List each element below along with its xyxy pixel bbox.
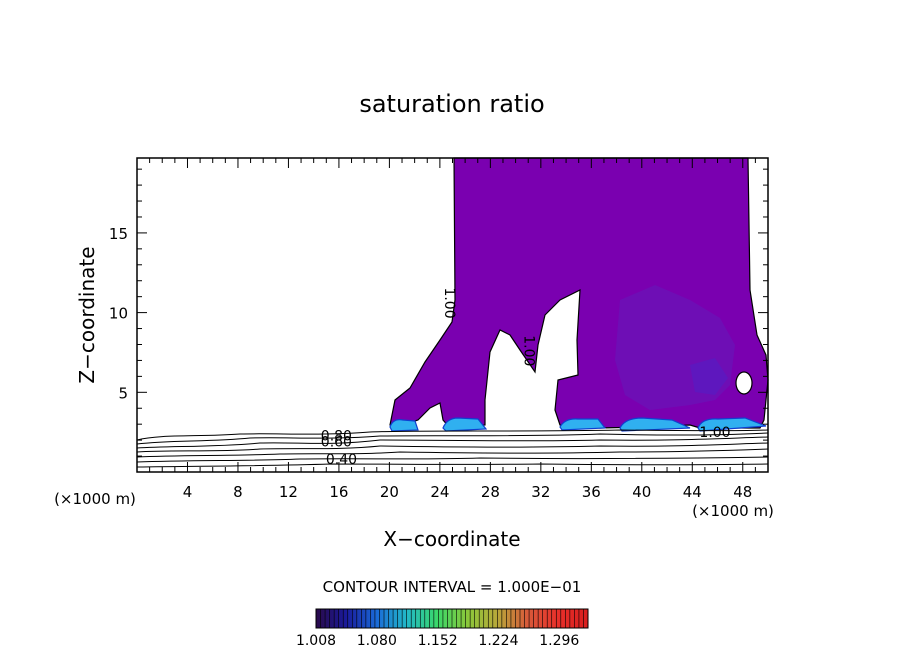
y-axis-label: Z−coordinate: [75, 246, 99, 383]
colorbar-label: 1.008: [296, 633, 336, 649]
y-tick-label: 10: [109, 305, 128, 323]
contour-label: 0.80: [321, 428, 352, 444]
x-tick-label: 36: [582, 483, 601, 501]
contour-label: 1.00: [441, 287, 457, 318]
contour-label: 0.60: [321, 435, 352, 451]
x-tick-label: 16: [329, 483, 348, 501]
contour-interval: CONTOUR INTERVAL = 1.000E−01: [323, 578, 582, 596]
unsaturated-hole: [735, 371, 753, 395]
x-axis: 4 8 12 16 20 24 28 32 36 40 44 48: [149, 158, 756, 501]
y-axis: 5 10 15: [109, 168, 768, 457]
colorbar-label: 1.080: [357, 633, 397, 649]
colorbar-label: 1.224: [478, 633, 518, 649]
surface-contours: [136, 429, 769, 468]
y-tick-label: 5: [118, 384, 128, 402]
x-tick-label: 24: [430, 483, 449, 501]
contour-label: 0.40: [326, 452, 357, 468]
colorbar-label: 1.296: [539, 633, 579, 649]
x-tick-label: 28: [481, 483, 500, 501]
y-tick-label: 15: [109, 225, 128, 243]
contour-label: 1.00: [699, 425, 730, 441]
colorbar-label: 1.152: [418, 633, 458, 649]
plot-area: [136, 157, 769, 468]
x-tick-label: 40: [632, 483, 651, 501]
contour-labels: 0.800.600.40 1.00 1.00 1.00: [321, 287, 731, 468]
x-tick-label: 44: [683, 483, 702, 501]
x-tick-label: 4: [183, 483, 193, 501]
saturated-core-small: [690, 358, 728, 395]
x-tick-label: 8: [233, 483, 243, 501]
x-tick-label: 12: [279, 483, 298, 501]
x-unit-right: (×1000 m): [692, 502, 774, 520]
ice-bands: [389, 417, 767, 432]
contour-label: 1.00: [520, 335, 536, 366]
chart-title: saturation ratio: [359, 90, 544, 118]
x-tick-label: 32: [531, 483, 550, 501]
x-axis-label: X−coordinate: [383, 527, 520, 551]
x-tick-label: 20: [380, 483, 399, 501]
x-tick-label: 48: [733, 483, 752, 501]
x-unit-left: (×1000 m): [54, 490, 136, 508]
colorbar: 1.008 1.080 1.152 1.224 1.296: [296, 608, 589, 649]
